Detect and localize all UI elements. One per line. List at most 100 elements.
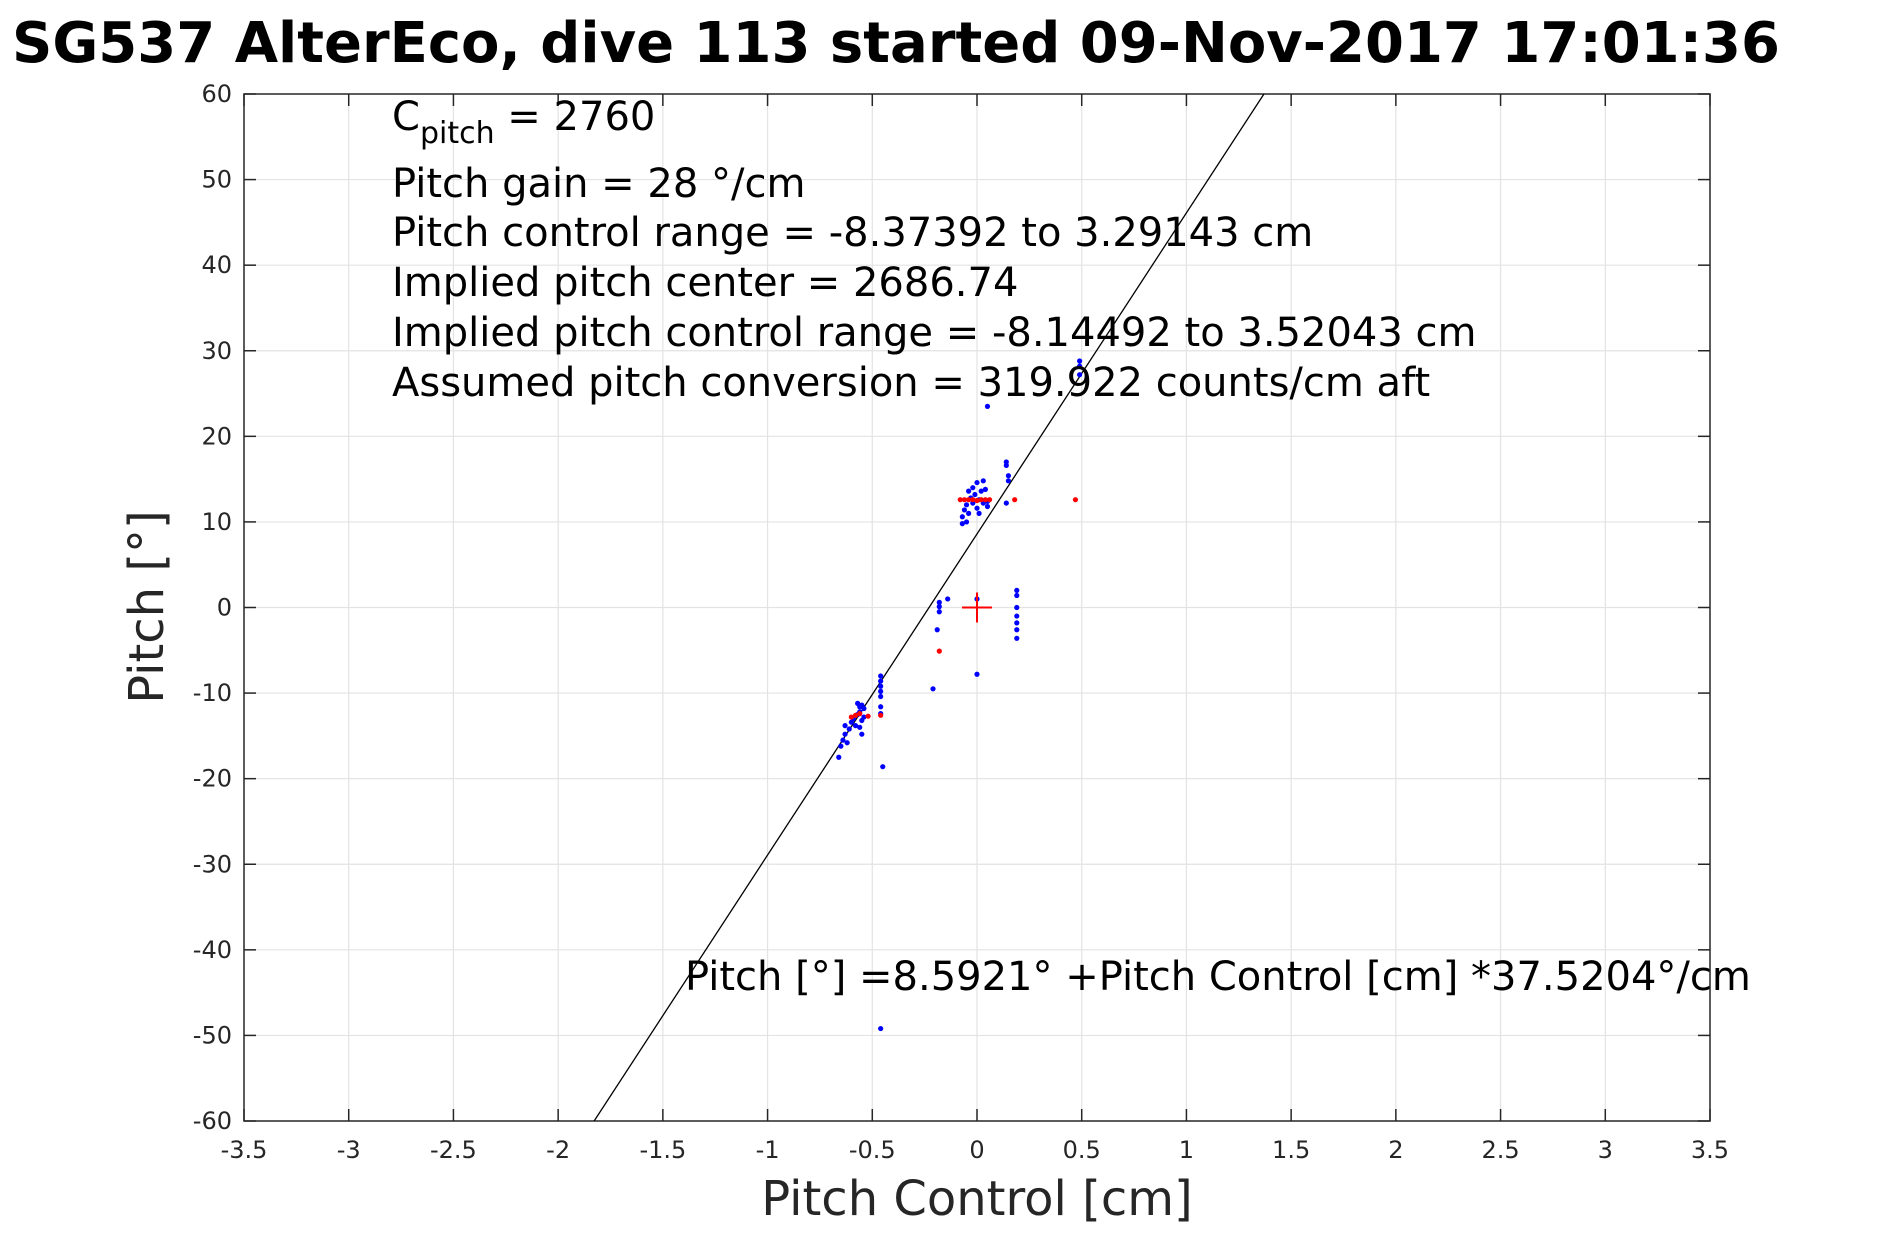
data-point xyxy=(844,740,850,746)
data-point xyxy=(838,743,844,749)
data-point xyxy=(878,693,884,700)
x-tick-label: -0.5 xyxy=(849,1136,896,1164)
x-tick-label: -3 xyxy=(337,1136,361,1164)
y-tick-labels: -60 -50 -40 -30 -20 -10 0 10 20 30 40 50 60 xyxy=(193,80,232,1135)
y-tick-label: 60 xyxy=(201,80,232,108)
x-tick-label: 3 xyxy=(1598,1136,1613,1164)
data-point xyxy=(861,714,867,720)
data-point xyxy=(1014,613,1020,619)
data-point xyxy=(1077,372,1083,378)
data-point xyxy=(842,731,848,737)
x-tick-label: 1 xyxy=(1179,1136,1194,1164)
data-point xyxy=(1005,478,1012,484)
data-point xyxy=(974,671,980,677)
data-point xyxy=(1014,627,1020,633)
fit-line-group xyxy=(593,94,1265,1121)
data-point xyxy=(963,502,970,508)
data-point xyxy=(878,712,884,718)
data-point xyxy=(961,507,968,513)
data-point xyxy=(982,497,988,503)
x-tick-labels: -3.5 -3 -2.5 -2 -1.5 -1 -0.5 0 0.5 1 1.5 2 2.5 3 3.5 xyxy=(221,1136,1730,1164)
data-point xyxy=(934,627,940,633)
data-point xyxy=(857,711,863,717)
data-point xyxy=(936,609,942,615)
data-point xyxy=(842,723,848,729)
x-tick-label: 0 xyxy=(969,1136,984,1164)
y-tick-label: -50 xyxy=(193,1021,232,1049)
data-point xyxy=(930,686,936,692)
annotation-pitch-control-range: Pitch control range = -8.37392 to 3.2914… xyxy=(392,210,1313,256)
y-tick-label: 30 xyxy=(201,337,232,365)
y-tick-label: -10 xyxy=(193,679,232,707)
data-point xyxy=(846,726,852,732)
data-point xyxy=(852,712,859,718)
data-point xyxy=(959,514,965,520)
annotation-c-pitch-value: = 2760 xyxy=(495,94,656,140)
data-point xyxy=(840,737,846,743)
x-tick-label: 1.5 xyxy=(1272,1136,1310,1164)
annotation-c-pitch: Cpitch = 2760 xyxy=(392,94,655,151)
data-point xyxy=(980,478,986,484)
annotation-pitch-gain: Pitch gain = 28 °/cm xyxy=(392,161,805,207)
y-axis-label: Pitch [°] xyxy=(119,510,175,704)
data-point xyxy=(974,505,980,511)
data-point xyxy=(878,678,884,684)
annotation-implied-pitch-control-range: Implied pitch control range = -8.14492 t… xyxy=(392,310,1476,356)
data-point xyxy=(986,497,993,503)
data-point xyxy=(961,497,968,503)
data-point xyxy=(1077,358,1083,364)
y-tick-label: 10 xyxy=(201,508,232,536)
data-point xyxy=(936,604,942,610)
data-point xyxy=(878,673,884,679)
x-tick-label: -1.5 xyxy=(639,1136,686,1164)
data-point xyxy=(945,596,951,602)
grid-lines xyxy=(244,94,1710,1121)
annotation-fit-equation: Pitch [°] =8.5921° +Pitch Control [cm] *… xyxy=(685,954,1751,1000)
data-point xyxy=(982,486,988,492)
chart-title: SG537 AlterEco, dive 113 started 09-Nov-… xyxy=(12,11,1780,76)
y-tick-label: -20 xyxy=(193,765,232,793)
x-tick-label: 0.5 xyxy=(1063,1136,1101,1164)
data-point xyxy=(1003,459,1009,465)
data-point xyxy=(878,688,884,694)
y-tick-label: -60 xyxy=(193,1107,232,1135)
data-point xyxy=(878,704,884,710)
x-tick-label: -3.5 xyxy=(221,1136,268,1164)
y-tick-label: -40 xyxy=(193,936,232,964)
data-point xyxy=(978,488,984,494)
x-tick-label: -1 xyxy=(756,1136,780,1164)
data-point xyxy=(966,488,972,494)
data-point xyxy=(861,705,867,712)
data-point xyxy=(957,497,963,503)
data-point xyxy=(1072,497,1079,503)
x-tick-label: 3.5 xyxy=(1691,1136,1729,1164)
data-point xyxy=(1012,497,1018,503)
fit-line xyxy=(593,94,1265,1121)
data-point xyxy=(848,714,854,720)
data-point xyxy=(978,497,984,503)
data-point xyxy=(984,403,991,409)
data-point xyxy=(880,764,886,770)
data-point xyxy=(984,503,991,510)
y-tick-label: 0 xyxy=(217,594,232,622)
data-point xyxy=(970,497,976,503)
data-point xyxy=(976,510,982,516)
data-point xyxy=(970,485,976,491)
data-point xyxy=(857,724,863,730)
data-point xyxy=(936,648,942,654)
data-point xyxy=(972,491,978,498)
x-tick-label: 2 xyxy=(1388,1136,1403,1164)
data-point xyxy=(959,521,965,527)
x-tick-label: -2 xyxy=(546,1136,570,1164)
x-tick-label: -2.5 xyxy=(430,1136,477,1164)
data-point xyxy=(865,713,871,719)
data-point xyxy=(1005,473,1012,479)
data-point xyxy=(966,510,972,516)
data-point xyxy=(878,683,884,689)
data-point xyxy=(1014,592,1020,599)
annotation-c-pitch-main: C xyxy=(392,94,420,140)
y-tick-label: 50 xyxy=(201,166,232,194)
data-point xyxy=(963,519,970,525)
y-tick-label: 40 xyxy=(201,251,232,279)
